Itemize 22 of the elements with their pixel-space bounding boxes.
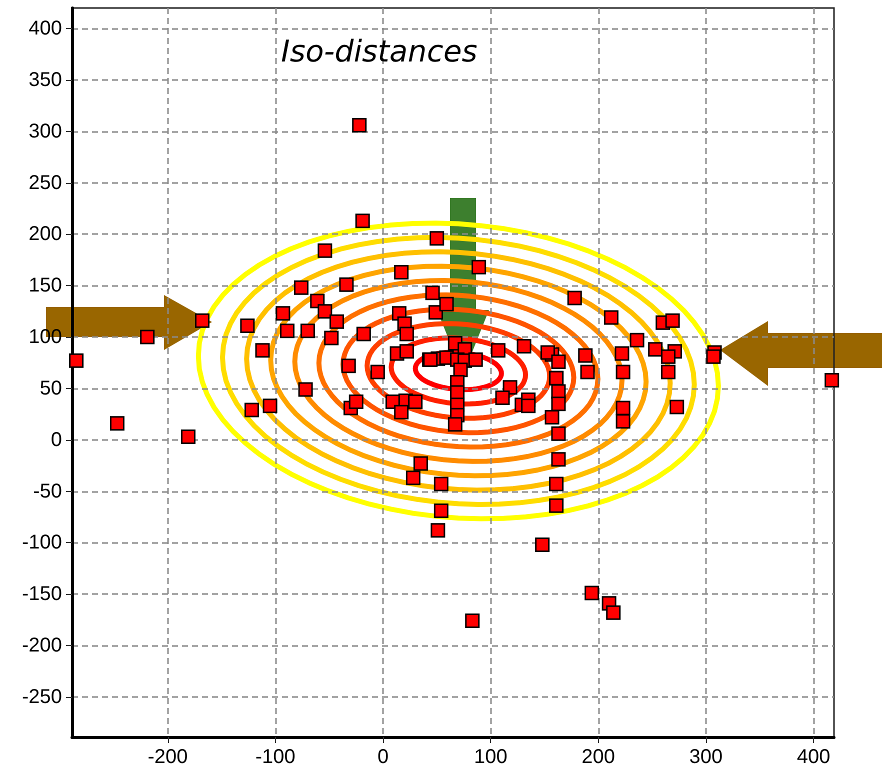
y-tick-label: 150: [28, 274, 62, 297]
x-tick-label: 100: [474, 746, 508, 768]
y-tick-label: 200: [28, 223, 62, 246]
y-tick-label: 100: [28, 326, 62, 348]
y-tick-label: 50: [40, 377, 62, 400]
y-tick-label: -150: [22, 583, 62, 606]
y-tick-label: 0: [50, 428, 62, 451]
x-tick-label: 300: [689, 746, 723, 768]
y-tick-label: -100: [22, 532, 62, 554]
y-tick-label: -50: [33, 480, 62, 502]
y-tick-label: 250: [28, 172, 62, 194]
x-tick-label: 0: [377, 746, 389, 768]
y-tick-label: 400: [28, 18, 62, 40]
x-tick-label: -200: [148, 746, 188, 768]
x-tick-label: 200: [582, 746, 615, 768]
text: Iso-distances: [281, 34, 478, 70]
y-tick-label: -250: [22, 686, 62, 708]
y-tick-label: 350: [28, 68, 62, 91]
x-tick-label: -100: [255, 746, 296, 768]
y-tick-label: 300: [28, 120, 62, 142]
y-tick-label: -200: [22, 634, 62, 656]
x-tick-label: 400: [796, 746, 830, 768]
